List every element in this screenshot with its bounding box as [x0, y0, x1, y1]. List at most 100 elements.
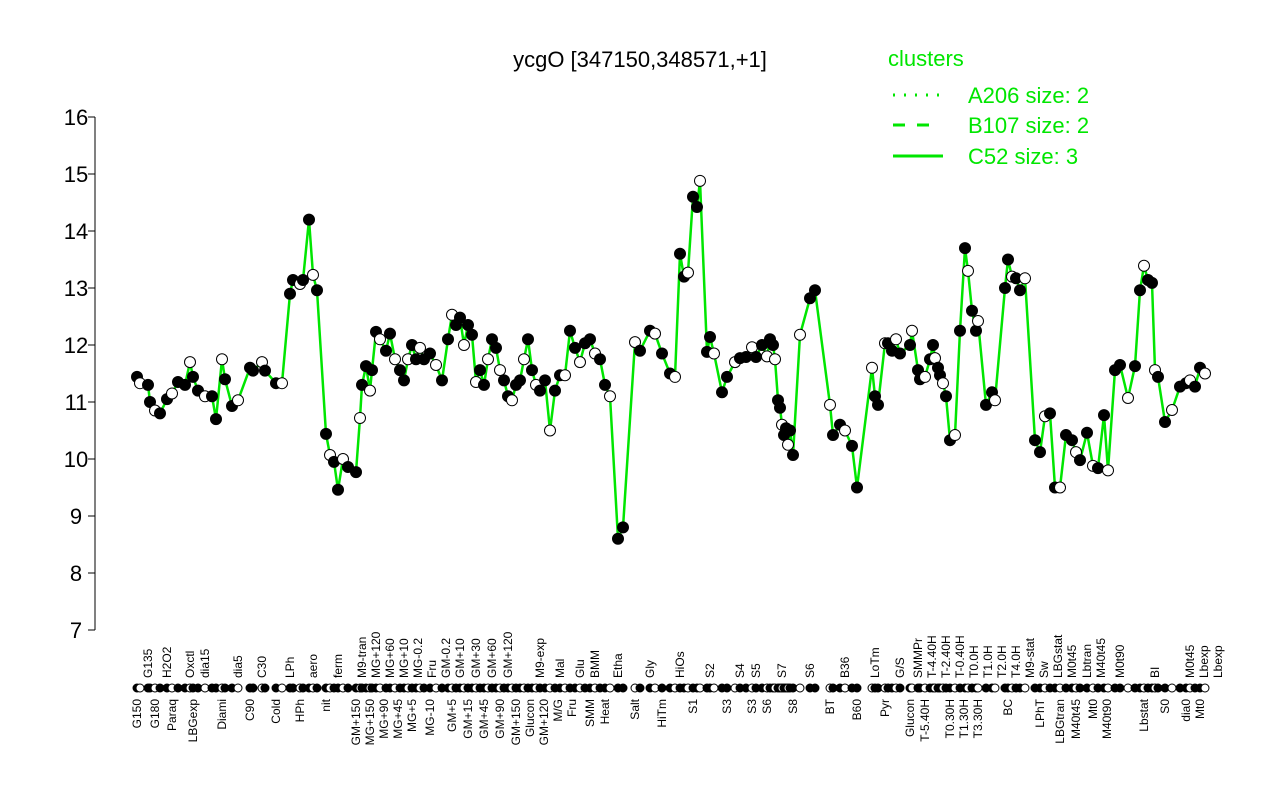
x-tick-label: S2 [703, 663, 717, 678]
data-point [962, 264, 974, 277]
x-tick-label: MG+90 [377, 699, 391, 739]
data-point [564, 324, 576, 337]
data-point [599, 378, 611, 391]
data-point [454, 311, 466, 324]
x-tick-label: S6 [803, 663, 817, 678]
x-axis-marker [618, 683, 628, 693]
x-tick-label: LBGexp [186, 699, 200, 743]
data-point [297, 274, 309, 287]
data-point [1019, 272, 1031, 285]
data-point [1002, 253, 1014, 266]
data-point [284, 287, 296, 300]
x-tick-label: nit [319, 698, 333, 711]
data-point [1129, 360, 1141, 373]
data-point [594, 353, 606, 366]
x-tick-label: Diami [215, 699, 229, 730]
x-tick-label: G180 [148, 699, 162, 729]
x-tick-label: Mt0 [1193, 699, 1207, 719]
data-point [494, 364, 506, 377]
x-tick-label: C30 [255, 656, 269, 678]
data-point [970, 324, 982, 337]
data-point [1152, 370, 1164, 383]
y-tick-label: 10 [64, 447, 88, 472]
data-point [366, 364, 378, 377]
x-tick-label: M40t45 [1094, 638, 1108, 678]
x-tick-label: G135 [141, 648, 155, 678]
data-point [649, 327, 661, 340]
legend-entry-b107: B107 size: 2 [968, 113, 1089, 138]
x-tick-label: SMM [583, 699, 597, 727]
data-point [708, 347, 720, 360]
y-tick-label: 15 [64, 162, 88, 187]
data-point [617, 521, 629, 534]
data-point [919, 370, 931, 383]
data-point [839, 424, 851, 437]
data-point [179, 378, 191, 391]
y-tick-label: 7 [70, 618, 82, 643]
x-tick-label: LoTm [868, 647, 882, 678]
data-point [704, 331, 716, 344]
x-tick-label: Salt [628, 698, 642, 719]
x-tick-label: Pyr [878, 699, 892, 717]
data-point [740, 350, 752, 363]
x-tick-label: T3.30H [971, 699, 985, 738]
data-point [604, 390, 616, 403]
x-axis-marker [1200, 683, 1210, 693]
data-point [784, 424, 796, 437]
data-point [307, 268, 319, 281]
x-tick-label: MG+10 [397, 638, 411, 678]
data-point [569, 341, 581, 354]
x-axis-marker [277, 683, 287, 693]
data-point [482, 353, 494, 366]
data-point [356, 378, 368, 391]
data-point [694, 174, 706, 187]
x-tick-label: T2.0H [995, 645, 1009, 678]
x-tick-label: Oxctl [183, 651, 197, 678]
data-point [989, 394, 1001, 407]
data-point [506, 394, 518, 407]
data-point [320, 427, 332, 440]
data-point [549, 384, 561, 397]
data-point [824, 398, 836, 411]
x-tick-label: MG+60 [383, 638, 397, 678]
data-point [142, 378, 154, 391]
x-tick-label: B60 [850, 699, 864, 721]
data-point [1166, 403, 1178, 416]
data-point [767, 339, 779, 351]
data-point [414, 341, 426, 354]
x-tick-label: S0 [1158, 699, 1172, 714]
x-tick-label: GM+90 [493, 699, 507, 739]
x-tick-label: M/G [551, 699, 565, 722]
data-point [1134, 284, 1146, 297]
data-point [1159, 415, 1171, 428]
data-point [219, 373, 231, 386]
chart-title: ycgO [347150,348571,+1] [513, 47, 767, 72]
data-point [906, 324, 918, 337]
data-point [534, 384, 546, 397]
data-point [514, 374, 526, 387]
x-tick-label: MG-10 [423, 699, 437, 736]
data-point [544, 424, 556, 437]
x-axis-marker [657, 683, 667, 693]
data-point [303, 213, 315, 226]
x-tick-label: T1.0H [981, 645, 995, 678]
x-axis-marker [248, 683, 258, 693]
data-point [1074, 454, 1086, 467]
x-tick-label: T-0.40H [953, 635, 967, 678]
data-point [216, 353, 228, 366]
data-point [424, 347, 436, 360]
data-point [1029, 434, 1041, 447]
x-tick-label: S4 [733, 663, 747, 678]
data-point [634, 344, 646, 357]
data-point [827, 429, 839, 442]
x-tick-label: M9-exp [533, 638, 547, 678]
x-tick-label: MG+120 [369, 631, 383, 678]
x-tick-label: B36 [838, 656, 852, 678]
x-axis-marker [135, 683, 145, 693]
data-point [894, 347, 906, 360]
data-point [1054, 481, 1066, 494]
y-tick-label: 12 [64, 333, 88, 358]
x-tick-label: MG-0.2 [411, 638, 425, 678]
x-tick-label: Heat [598, 698, 612, 724]
data-point [1146, 276, 1158, 289]
